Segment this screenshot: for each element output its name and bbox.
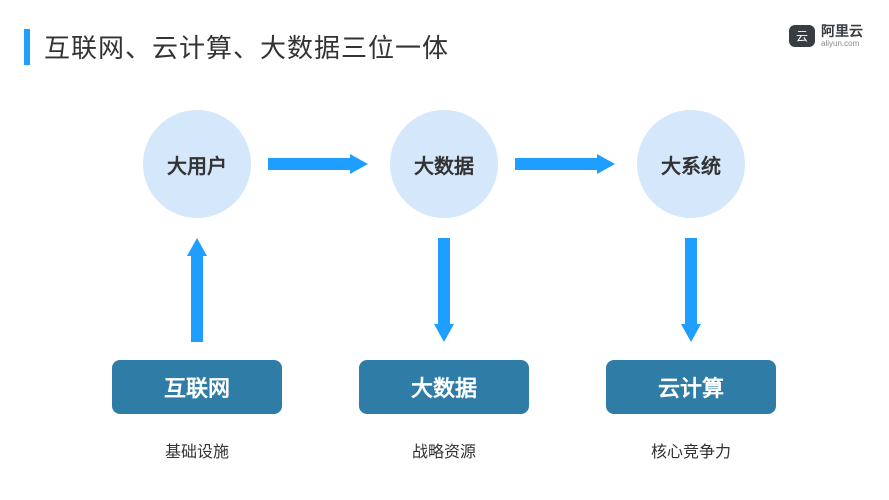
category-box: 云计算 bbox=[606, 360, 776, 414]
title-accent-bar bbox=[24, 29, 30, 65]
cloud-icon bbox=[789, 25, 815, 47]
caption-text: 基础设施 bbox=[112, 438, 282, 462]
circle-node: 大数据 bbox=[390, 110, 498, 218]
circle-node: 大系统 bbox=[637, 110, 745, 218]
category-box: 大数据 bbox=[359, 360, 529, 414]
caption-text: 战略资源 bbox=[359, 438, 529, 462]
logo-sub: aliyun.com bbox=[821, 40, 863, 48]
brand-logo: 阿里云 aliyun.com bbox=[789, 24, 863, 48]
arrow-down-icon bbox=[434, 238, 454, 342]
arrow-right-icon bbox=[515, 154, 615, 174]
arrow-right-icon bbox=[268, 154, 368, 174]
category-box: 互联网 bbox=[112, 360, 282, 414]
caption-text: 核心竞争力 bbox=[606, 438, 776, 462]
header: 互联网、云计算、大数据三位一体 bbox=[24, 28, 449, 65]
page-title: 互联网、云计算、大数据三位一体 bbox=[44, 28, 449, 65]
arrow-up-icon bbox=[187, 238, 207, 342]
arrow-down-icon bbox=[681, 238, 701, 342]
flow-diagram: 大用户大数据大系统互联网大数据云计算基础设施战略资源核心竞争力 bbox=[0, 110, 889, 470]
logo-name: 阿里云 bbox=[821, 24, 863, 38]
circle-node: 大用户 bbox=[143, 110, 251, 218]
